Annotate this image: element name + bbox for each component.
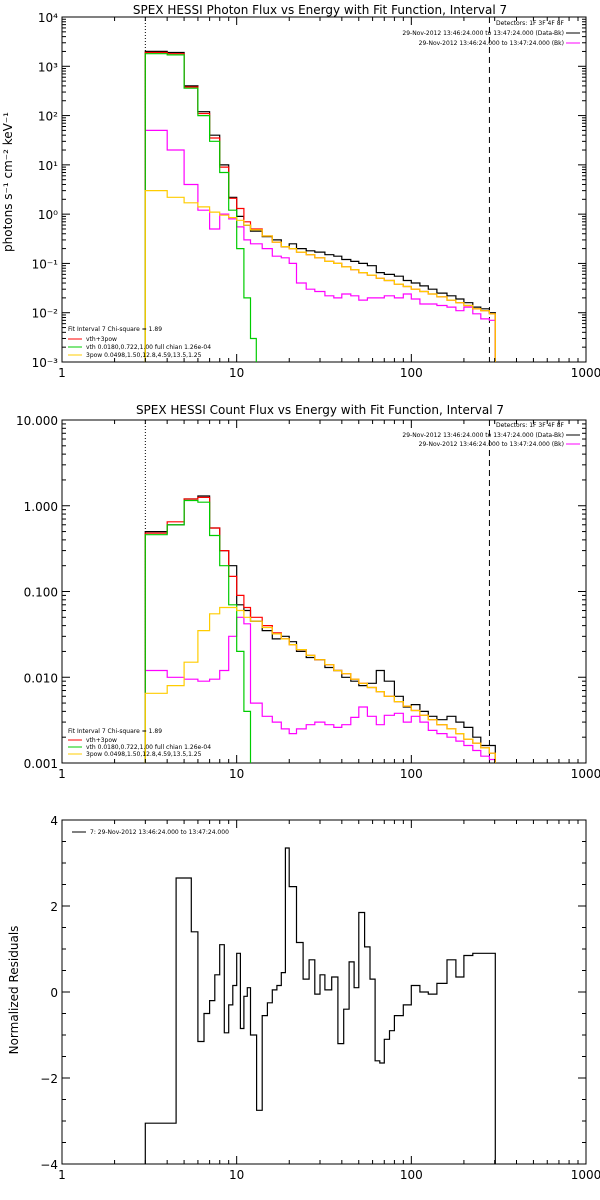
series-lines xyxy=(144,847,496,1164)
x-tick-label: 10 xyxy=(229,767,244,781)
ticks: 1 10 100 1000 −4 −2 0 2 4 xyxy=(40,814,600,1182)
x-tick-label: 100 xyxy=(400,767,423,781)
x-tick-label: 100 xyxy=(400,366,423,380)
legend-item-vth: vth 0.0180,0.722,1.00 full chian 1.26e-0… xyxy=(86,344,211,351)
y-tick-label: 0.001 xyxy=(24,757,58,771)
plot-frame xyxy=(61,419,587,764)
legend-item-data: 29-Nov-2012 13:46:24.000 to 13:47:24.000… xyxy=(402,432,564,439)
series-lines xyxy=(144,420,496,763)
residuals-panel: Normalized Residuals 1 10 100 1000 −4 −2 0 2 4 7… xyxy=(7,814,600,1182)
y-tick-label: 10⁴ xyxy=(38,11,58,25)
legend-header: Detectors: 1F 3F 4F 8F xyxy=(496,422,565,429)
ticks: 1 10 100 1000 10⁻³ 10⁻² 10⁻¹ 10⁰ 10¹ 10² 10³ 10⁴ xyxy=(32,11,600,380)
y-tick-label: 10⁻² xyxy=(32,307,59,321)
legend-bottom-left: Fit Interval 7 Chi-square = 1.89 vth+3po… xyxy=(68,326,211,359)
series-vth-line xyxy=(144,53,257,362)
y-tick-label: 10² xyxy=(38,110,58,124)
series-pow-line xyxy=(144,606,496,763)
x-tick-label: 1 xyxy=(58,366,66,380)
photon-flux-panel: SPEX HESSI Photon Flux vs Energy with Fi… xyxy=(1,3,600,380)
x-tick-label: 10 xyxy=(229,1168,244,1182)
y-tick-label: 10¹ xyxy=(38,159,58,173)
legend-bottom-left: Fit Interval 7 Chi-square = 1.89 vth+3po… xyxy=(68,728,211,758)
y-tick-label: 0 xyxy=(50,986,58,1000)
series-pow-line xyxy=(144,190,496,362)
x-tick-label: 1000 xyxy=(571,767,600,781)
y-tick-label: 10.000 xyxy=(16,414,58,428)
series-bk-line xyxy=(144,616,496,763)
x-tick-label: 1 xyxy=(58,1168,66,1182)
y-tick-label: 10³ xyxy=(38,60,58,74)
fit-header: Fit Interval 7 Chi-square = 1.89 xyxy=(68,728,162,735)
axes-frame xyxy=(61,16,587,363)
y-axis-label: Normalized Residuals xyxy=(7,926,21,1055)
axes-frame xyxy=(61,819,587,1165)
panel-title: SPEX HESSI Photon Flux vs Energy with Fi… xyxy=(133,3,507,17)
legend-item-data: 29-Nov-2012 13:46:24.000 to 13:47:24.000… xyxy=(402,30,564,37)
count-flux-panel: SPEX HESSI Count Flux vs Energy with Fit… xyxy=(16,403,600,781)
y-tick-label: 10⁰ xyxy=(38,208,58,222)
legend-item-vth: vth 0.0180,0.722,1.00 full chian 1.26e-0… xyxy=(86,744,211,751)
y-tick-label: 4 xyxy=(50,814,58,828)
y-tick-label: −2 xyxy=(40,1072,58,1086)
x-tick-label: 1000 xyxy=(571,1168,600,1182)
y-tick-label: 2 xyxy=(50,900,58,914)
legend-top-left: 7: 29-Nov-2012 13:46:24.000 to 13:47:24.… xyxy=(72,829,229,836)
plot-frame xyxy=(61,16,587,363)
legend-header: Detectors: 1F 3F 4F 8F xyxy=(496,20,565,27)
legend-item-residuals: 7: 29-Nov-2012 13:46:24.000 to 13:47:24.… xyxy=(90,829,229,836)
y-tick-label: 10⁻¹ xyxy=(32,257,59,271)
axes-frame xyxy=(61,419,587,764)
y-axis-label: photons s⁻¹ cm⁻² keV⁻¹ xyxy=(1,112,15,252)
fit-header: Fit Interval 7 Chi-square = 1.89 xyxy=(68,326,162,333)
legend-top-right: Detectors: 1F 3F 4F 8F 29-Nov-2012 13:46… xyxy=(402,422,580,448)
series-lines xyxy=(144,17,496,362)
y-tick-label: −4 xyxy=(40,1158,58,1172)
ticks: 1 10 100 1000 0.001 0.010 0.100 1.000 10.000 xyxy=(16,414,600,781)
y-tick-label: 1.000 xyxy=(24,500,58,514)
x-tick-label: 100 xyxy=(400,1168,423,1182)
series-residuals-line xyxy=(144,847,496,1164)
y-tick-label: 10⁻³ xyxy=(32,356,59,370)
y-tick-label: 0.100 xyxy=(24,586,58,600)
x-tick-label: 10 xyxy=(229,366,244,380)
legend-top-right: Detectors: 1F 3F 4F 8F 29-Nov-2012 13:46… xyxy=(402,20,580,47)
plot-frame xyxy=(61,819,587,1165)
legend-item-bk: 29-Nov-2012 13:46:24.000 to 13:47:24.000… xyxy=(419,441,564,448)
y-tick-label: 0.010 xyxy=(24,671,58,685)
x-tick-label: 1 xyxy=(58,767,66,781)
panel-title: SPEX HESSI Count Flux vs Energy with Fit… xyxy=(136,403,504,417)
series-vth-line xyxy=(144,499,252,763)
legend-item-bk: 29-Nov-2012 13:46:24.000 to 13:47:24.000… xyxy=(419,40,564,47)
legend-item-fit: vth+3pow xyxy=(86,336,117,343)
legend-item-fit: vth+3pow xyxy=(86,737,117,744)
x-tick-label: 1000 xyxy=(571,366,600,380)
legend-item-pow: 3pow 0.0498,1.50,12.8,4.59,13.5,1.25 xyxy=(86,352,202,359)
legend-item-pow: 3pow 0.0498,1.50,12.8,4.59,13.5,1.25 xyxy=(86,751,202,758)
